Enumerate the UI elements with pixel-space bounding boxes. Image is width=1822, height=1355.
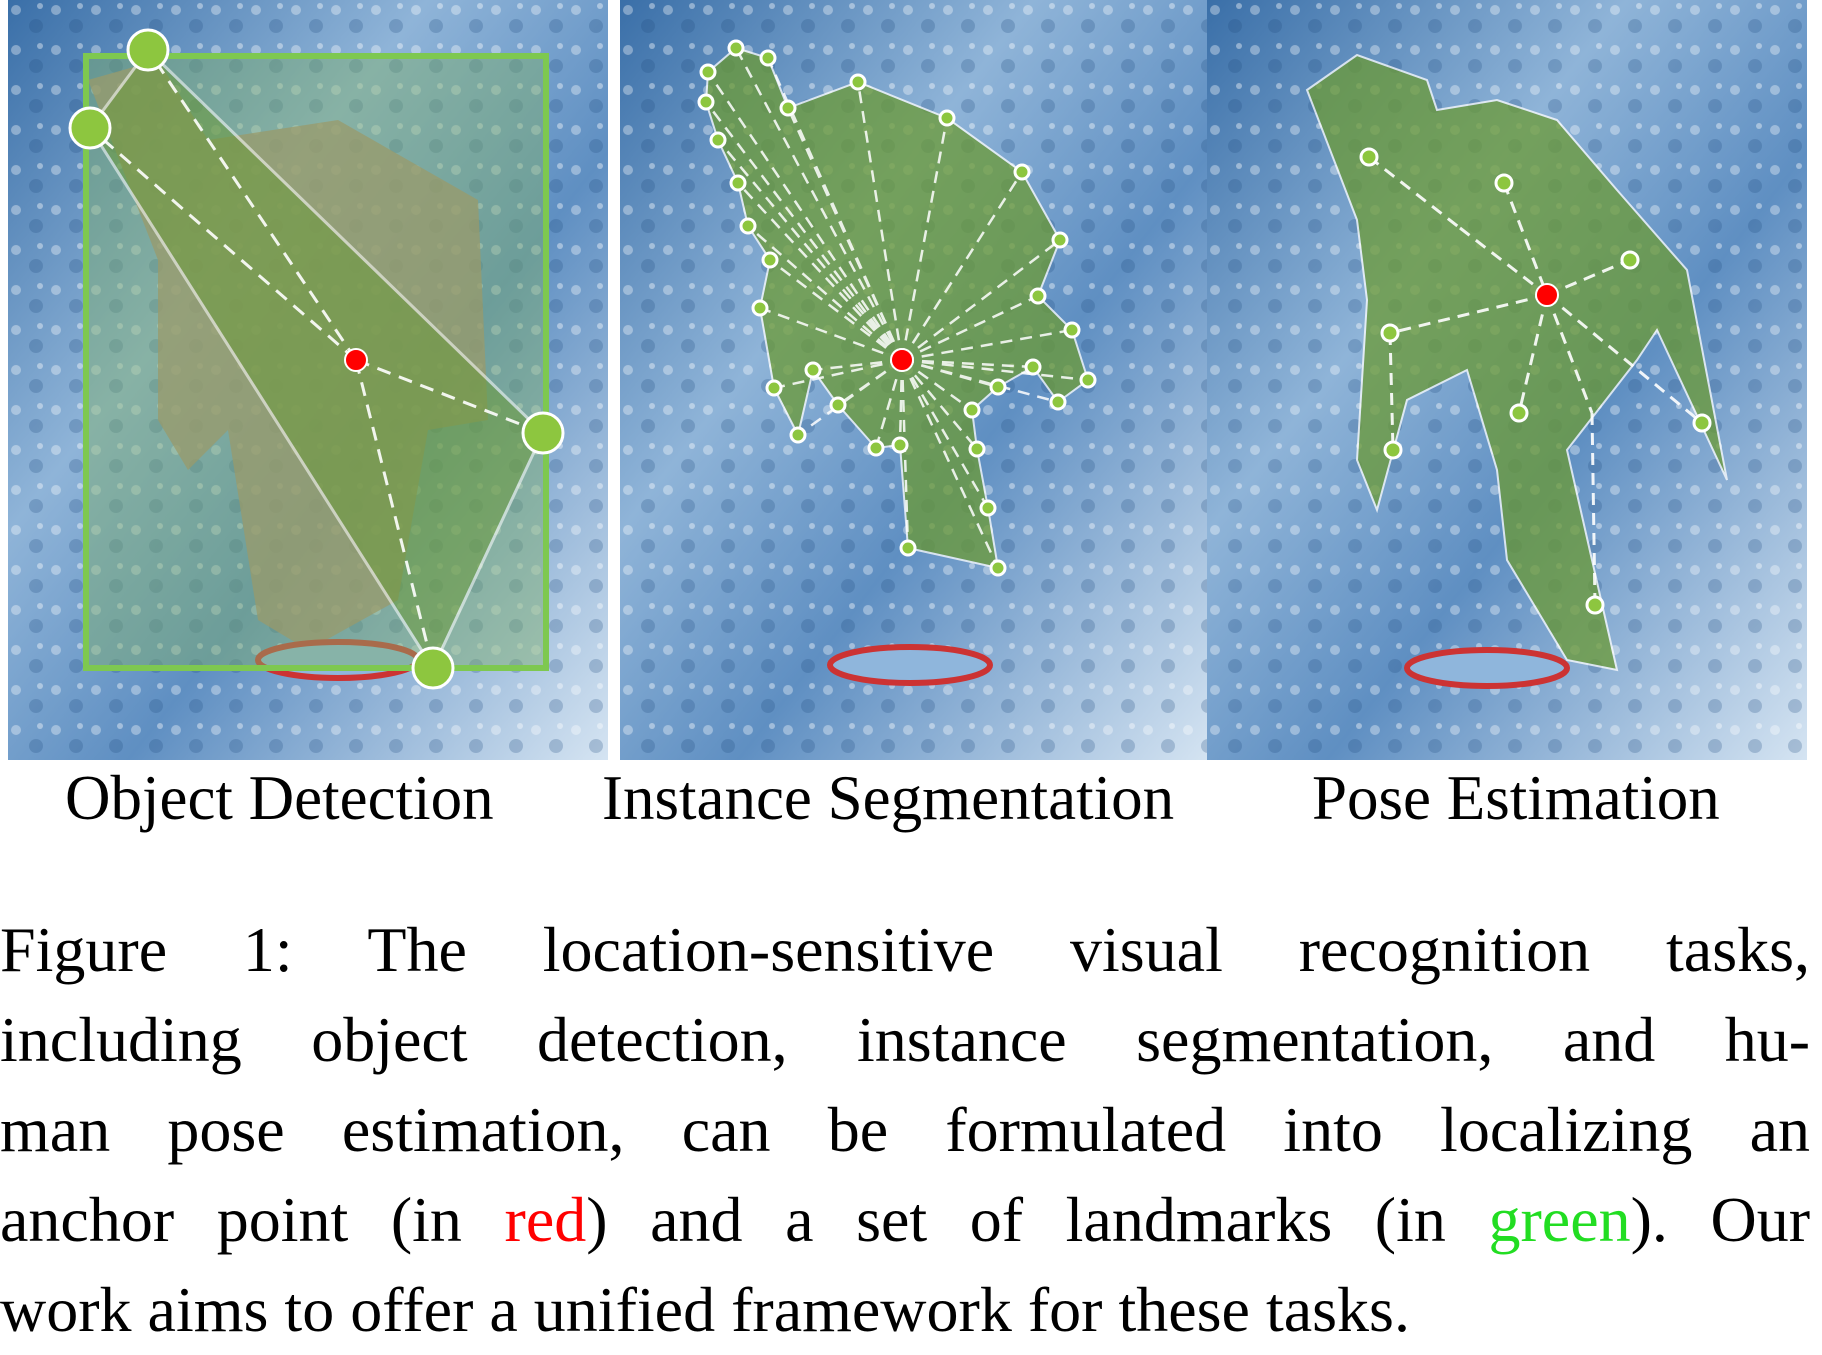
segmentation-landmark	[1049, 393, 1067, 411]
segmentation-landmark	[761, 251, 779, 269]
segmentation-landmark	[789, 426, 807, 444]
pose-estimation-image	[1207, 0, 1807, 760]
caption-text: ). Our	[1630, 1184, 1811, 1255]
caption-line-4: anchor point (in red) and a set of landm…	[0, 1175, 1810, 1265]
pose-keypoints	[1359, 147, 1712, 615]
object-detection-label: Object Detection	[65, 763, 494, 833]
instance-segmentation-label: Instance Segmentation	[602, 763, 1175, 833]
bbox-landmarks	[68, 28, 565, 690]
segmentation-landmark	[968, 440, 986, 458]
segmentation-landmark	[979, 499, 997, 517]
segmentation-landmark	[1051, 231, 1069, 249]
segmentation-landmark	[697, 93, 715, 111]
segmentation-landmark	[829, 396, 847, 414]
instance-segmentation-image	[620, 0, 1211, 760]
caption-red-word: red	[504, 1184, 587, 1255]
segmentation-landmark	[727, 39, 745, 57]
segmentation-landmarks	[697, 39, 1097, 577]
segmentation-landmark	[699, 63, 717, 81]
segmentation-landmark	[709, 131, 727, 149]
segmentation-landmark	[759, 49, 777, 67]
segmentation-landmark	[779, 99, 797, 117]
caption-text: ) and a set of landmarks (in	[586, 1184, 1489, 1255]
segmentation-landmark	[938, 109, 956, 127]
segmentation-landmark	[1013, 163, 1031, 181]
caption-line-5: work aims to offer a unified framework f…	[0, 1274, 1410, 1345]
caption-line-3: man pose estimation, can be formulated i…	[0, 1094, 1810, 1165]
segmentation-landmark	[739, 217, 757, 235]
segmentation-landmark	[849, 73, 867, 91]
segmentation-landmark	[899, 539, 917, 557]
segmentation-landmark	[867, 439, 885, 457]
segmentation-landmark	[989, 559, 1007, 577]
segmentation-landmark	[804, 361, 822, 379]
figure-caption: Figure 1: The location-sensitive visual …	[0, 905, 1810, 1355]
segmentation-landmark	[989, 378, 1007, 396]
segmentation-landmark	[1029, 287, 1047, 305]
caption-line-1: Figure 1: The location-sensitive visual …	[0, 914, 1810, 985]
caption-line-2: including object detection, instance seg…	[0, 1004, 1810, 1075]
segmentation-landmark	[963, 401, 981, 419]
segmentation-landmark	[891, 436, 909, 454]
segmentation-landmark	[729, 174, 747, 192]
caption-text: anchor point (in	[0, 1184, 505, 1255]
pose-estimation-label: Pose Estimation	[1312, 763, 1720, 833]
segmentation-landmark	[1024, 358, 1042, 376]
segmentation-landmark	[1063, 321, 1081, 339]
segmentation-landmark	[765, 379, 783, 397]
segmentation-landmark	[1079, 371, 1097, 389]
caption-green-word: green	[1488, 1184, 1631, 1255]
object-detection-image	[8, 0, 608, 760]
segmentation-landmark	[751, 299, 769, 317]
